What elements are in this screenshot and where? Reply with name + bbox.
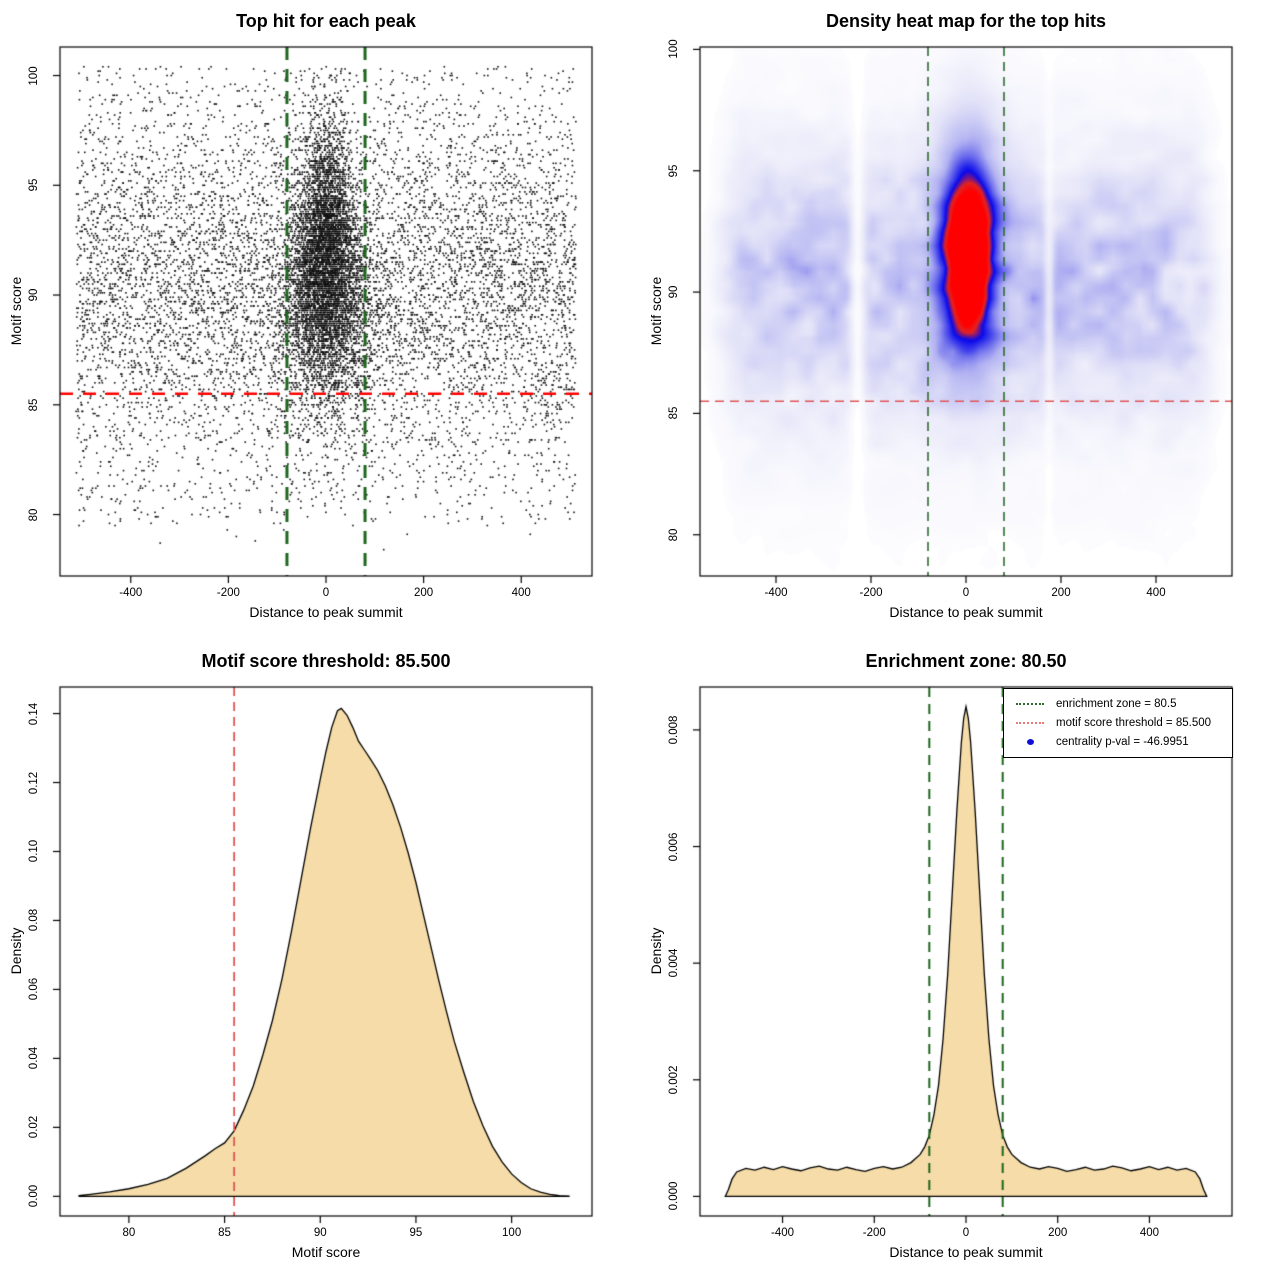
- y-tick-label: 95: [668, 164, 680, 178]
- y-tick-label: 0.00: [28, 1185, 40, 1208]
- x-tick-label: 80: [122, 1227, 136, 1239]
- panel-motif-score-density: Motif score threshold: 85.500 Motif scor…: [0, 640, 640, 1280]
- y-tick-label: 100: [28, 65, 40, 86]
- x-axis-label: Motif score: [291, 1244, 361, 1260]
- x-tick-label: 0: [322, 587, 330, 599]
- panel-enrichment-zone-density: Enrichment zone: 80.50 Distance to peak …: [640, 640, 1280, 1280]
- legend-item: centrality p-val = -46.9951: [1004, 734, 1232, 750]
- y-tick-label: 80: [668, 528, 680, 542]
- x-tick-label: 200: [1051, 587, 1071, 599]
- y-tick-label: 85: [28, 398, 40, 412]
- x-tick-label: 90: [313, 1227, 327, 1239]
- x-tick-label: 200: [1048, 1227, 1068, 1239]
- y-tick-label: 0.006: [668, 832, 680, 861]
- x-axis-label: Distance to peak summit: [889, 1244, 1043, 1260]
- panel-title: Density heat map for the top hits: [825, 11, 1107, 31]
- legend-label: enrichment zone = 80.5: [1056, 698, 1177, 710]
- density-plot-canvas: [0, 640, 640, 1280]
- y-tick-label: 90: [28, 288, 40, 302]
- x-tick-label: 0: [962, 1227, 970, 1239]
- y-tick-label: 0.008: [668, 715, 680, 745]
- y-tick-label: 0.02: [28, 1116, 40, 1139]
- heatmap-canvas: [640, 0, 1280, 640]
- scatter-plot-canvas: [0, 0, 640, 640]
- y-tick-label: 0.10: [28, 840, 40, 863]
- y-tick-label: 100: [668, 39, 680, 60]
- x-tick-label: -400: [764, 587, 788, 599]
- x-tick-label: 0: [962, 587, 970, 599]
- x-tick-label: 400: [1146, 587, 1166, 599]
- x-tick-label: 85: [218, 1227, 231, 1239]
- y-tick-label: 0.06: [28, 978, 40, 1001]
- y-tick-label: 0.14: [28, 702, 40, 725]
- legend-item: enrichment zone = 80.5: [1004, 696, 1232, 712]
- legend-item: motif score threshold = 85.500: [1004, 715, 1232, 731]
- x-tick-label: 200: [414, 587, 434, 599]
- y-tick-label: 0.002: [668, 1065, 680, 1095]
- x-tick-label: 400: [1139, 1227, 1160, 1239]
- y-tick-label: 80: [28, 508, 40, 521]
- legend-label: centrality p-val = -46.9951: [1056, 736, 1189, 748]
- panel-title: Motif score threshold: 85.500: [201, 651, 451, 671]
- panel-title: Enrichment zone: 80.50: [865, 651, 1067, 671]
- x-tick-label: 95: [409, 1227, 423, 1239]
- legend-label: motif score threshold = 85.500: [1056, 717, 1212, 729]
- panel-title: Top hit for each peak: [236, 11, 416, 31]
- x-tick-label: -200: [216, 587, 240, 599]
- x-tick-label: -200: [862, 1227, 886, 1239]
- y-tick-label: 0.08: [28, 909, 40, 932]
- panel-top-hit-scatter: Top hit for each peak Distance to peak s…: [0, 0, 640, 640]
- y-axis-label: Motif score: [648, 276, 664, 346]
- y-tick-label: 90: [668, 285, 680, 299]
- y-tick-label: 95: [28, 178, 40, 192]
- y-tick-label: 0.004: [668, 948, 680, 978]
- legend-box: enrichment zone = 80.5 motif score thres…: [1003, 688, 1233, 758]
- centrality-pval-dot-swatch: [1026, 739, 1034, 745]
- x-tick-label: -400: [119, 587, 143, 599]
- x-tick-label: 400: [511, 587, 531, 599]
- x-axis-label: Distance to peak summit: [889, 604, 1043, 620]
- y-tick-label: 0.12: [28, 771, 40, 794]
- x-tick-label: -400: [771, 1227, 795, 1239]
- y-axis-label: Density: [8, 927, 24, 975]
- x-axis-label: Distance to peak summit: [249, 604, 403, 620]
- y-tick-label: 0.04: [28, 1047, 40, 1070]
- enrichment-zone-line-swatch: [1016, 703, 1044, 705]
- x-tick-label: -200: [859, 587, 883, 599]
- y-axis-label: Density: [648, 927, 664, 975]
- y-axis-label: Motif score: [8, 276, 24, 346]
- panel-density-heatmap: Density heat map for the top hits Distan…: [640, 0, 1280, 640]
- y-tick-label: 0.000: [668, 1182, 680, 1211]
- y-tick-label: 85: [668, 407, 680, 420]
- x-tick-label: 100: [502, 1227, 522, 1239]
- motif-threshold-line-swatch: [1016, 722, 1044, 724]
